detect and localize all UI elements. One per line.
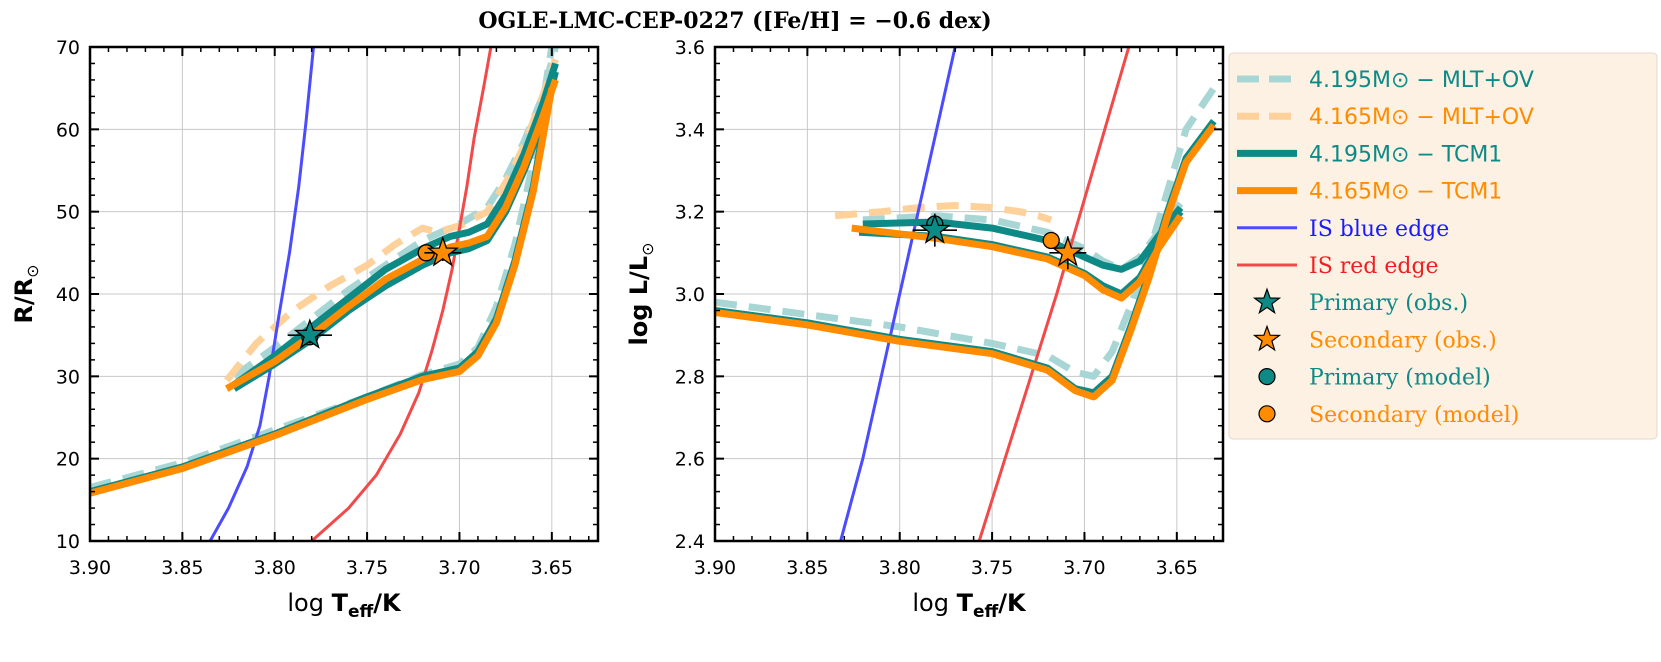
x-tick-label: 3.80 (879, 557, 921, 579)
radius-panel: 3.90 3.85 3.80 3.75 3.70 3.65 10 20 30 40 50 60 70 lo… (10, 37, 600, 622)
x-tick-label: 3.80 (254, 557, 296, 579)
series-line-4-165m-mlt-ov (223, 58, 559, 383)
legend-label: IS red edge (1309, 254, 1439, 279)
x-tick-label: 3.70 (1063, 557, 1105, 579)
y-tick-label: 3.0 (675, 284, 705, 306)
legend-item: Primary (obs.) (1252, 287, 1468, 316)
series-line-4-195m-mlt-ov (90, 47, 556, 491)
x-tick-label: 3.65 (531, 557, 573, 579)
y-tick-label: 2.4 (675, 531, 705, 553)
x-tick-label: 3.65 (1156, 557, 1198, 579)
figure-title: OGLE-LMC-CEP-0227 ([Fe/H] = −0.6 dex) (478, 8, 991, 34)
legend-item: 4.195M⊙ − TCM1 (1237, 142, 1502, 167)
legend-label: Primary (model) (1309, 366, 1491, 391)
series-line-is-blue-edge (208, 47, 315, 541)
x-tick-label: 3.75 (971, 557, 1013, 579)
legend-label: Secondary (model) (1309, 403, 1519, 428)
x-tick-label: 3.90 (69, 557, 111, 579)
point-secondary-obs- (1051, 235, 1084, 267)
series-line-4-165m-tcm1 (90, 87, 556, 497)
series-line-is-blue-edge (839, 47, 957, 541)
series-line-4-195m-tcm1 (90, 79, 556, 495)
legend-box (1228, 52, 1658, 440)
x-tick-label: 3.85 (161, 557, 203, 579)
legend-item: IS red edge (1237, 254, 1439, 279)
x-tick-label: 3.75 (346, 557, 388, 579)
point-primary-obs- (293, 318, 326, 349)
legend-label: Secondary (obs.) (1309, 328, 1497, 353)
y-axis-label: log L/L⊙ (625, 242, 657, 345)
y-tick-label: 60 (56, 119, 80, 141)
point-secondary-obs- (426, 235, 459, 267)
y-tick-label: 2.6 (675, 449, 705, 471)
y-tick-label: 50 (56, 202, 80, 224)
legend-item: 4.165M⊙ − MLT+OV (1237, 105, 1534, 130)
luminosity-panel: 3.90 3.85 3.80 3.75 3.70 3.65 2.4 2.6 2.8 3.0 3.2 3… (625, 37, 1225, 622)
legend-label: 4.165M⊙ − TCM1 (1309, 180, 1502, 205)
legend-label: 4.195M⊙ − MLT+OV (1309, 68, 1534, 93)
series-line-4-165m-mlt-ov (834, 202, 1053, 224)
x-axis-label: log Teff/K (287, 589, 402, 622)
y-tick-label: 2.8 (675, 366, 705, 388)
y-tick-label: 3.2 (675, 202, 705, 224)
legend-item: 4.165M⊙ − TCM1 (1237, 180, 1502, 205)
series-line-4-195m-tcm1 (862, 205, 1184, 273)
point-primary-obs- (918, 213, 951, 244)
y-tick-label: 40 (56, 284, 80, 306)
x-axis-label: log Teff/K (912, 589, 1027, 622)
legend-item: 4.195M⊙ − MLT+OV (1237, 68, 1534, 93)
legend-label: Primary (obs.) (1309, 291, 1468, 316)
legend-label: IS blue edge (1309, 217, 1449, 242)
series-line-4-195m-mlt-ov (715, 86, 1217, 380)
legend-item: Secondary (model) (1258, 403, 1519, 428)
series-line-is-red-edge (310, 47, 493, 541)
y-tick-label: 3.4 (675, 119, 705, 141)
legend-label: 4.165M⊙ − MLT+OV (1309, 105, 1534, 130)
legend-item: Secondary (obs.) (1252, 324, 1497, 353)
y-tick-label: 20 (56, 449, 80, 471)
y-tick-label: 3.6 (675, 37, 705, 59)
legend-item: IS blue edge (1237, 217, 1449, 242)
x-tick-label: 3.90 (694, 557, 736, 579)
series-line-is-red-edge (977, 47, 1131, 541)
y-axis-label: R/R⊙ (10, 264, 42, 323)
x-tick-label: 3.70 (438, 557, 480, 579)
series-line-4-165m-tcm1 (715, 123, 1217, 401)
point-secondary-model- (1042, 231, 1060, 250)
series-line-4-195m-tcm1 (232, 62, 559, 388)
legend-item: Primary (model) (1258, 366, 1491, 391)
series-line-4-165m-tcm1 (851, 213, 1184, 302)
x-tick-label: 3.85 (786, 557, 828, 579)
y-tick-label: 70 (56, 37, 80, 59)
y-tick-label: 10 (56, 531, 80, 553)
y-tick-label: 30 (56, 366, 80, 388)
series-line-4-195m-tcm1 (232, 70, 559, 392)
legend-label: 4.195M⊙ − TCM1 (1309, 142, 1502, 167)
series-line-4-195m-mlt-ov (232, 47, 559, 380)
legend: 4.195M⊙ − MLT+OV 4.165M⊙ − MLT+OV 4.195M⊙ … (1228, 52, 1658, 440)
